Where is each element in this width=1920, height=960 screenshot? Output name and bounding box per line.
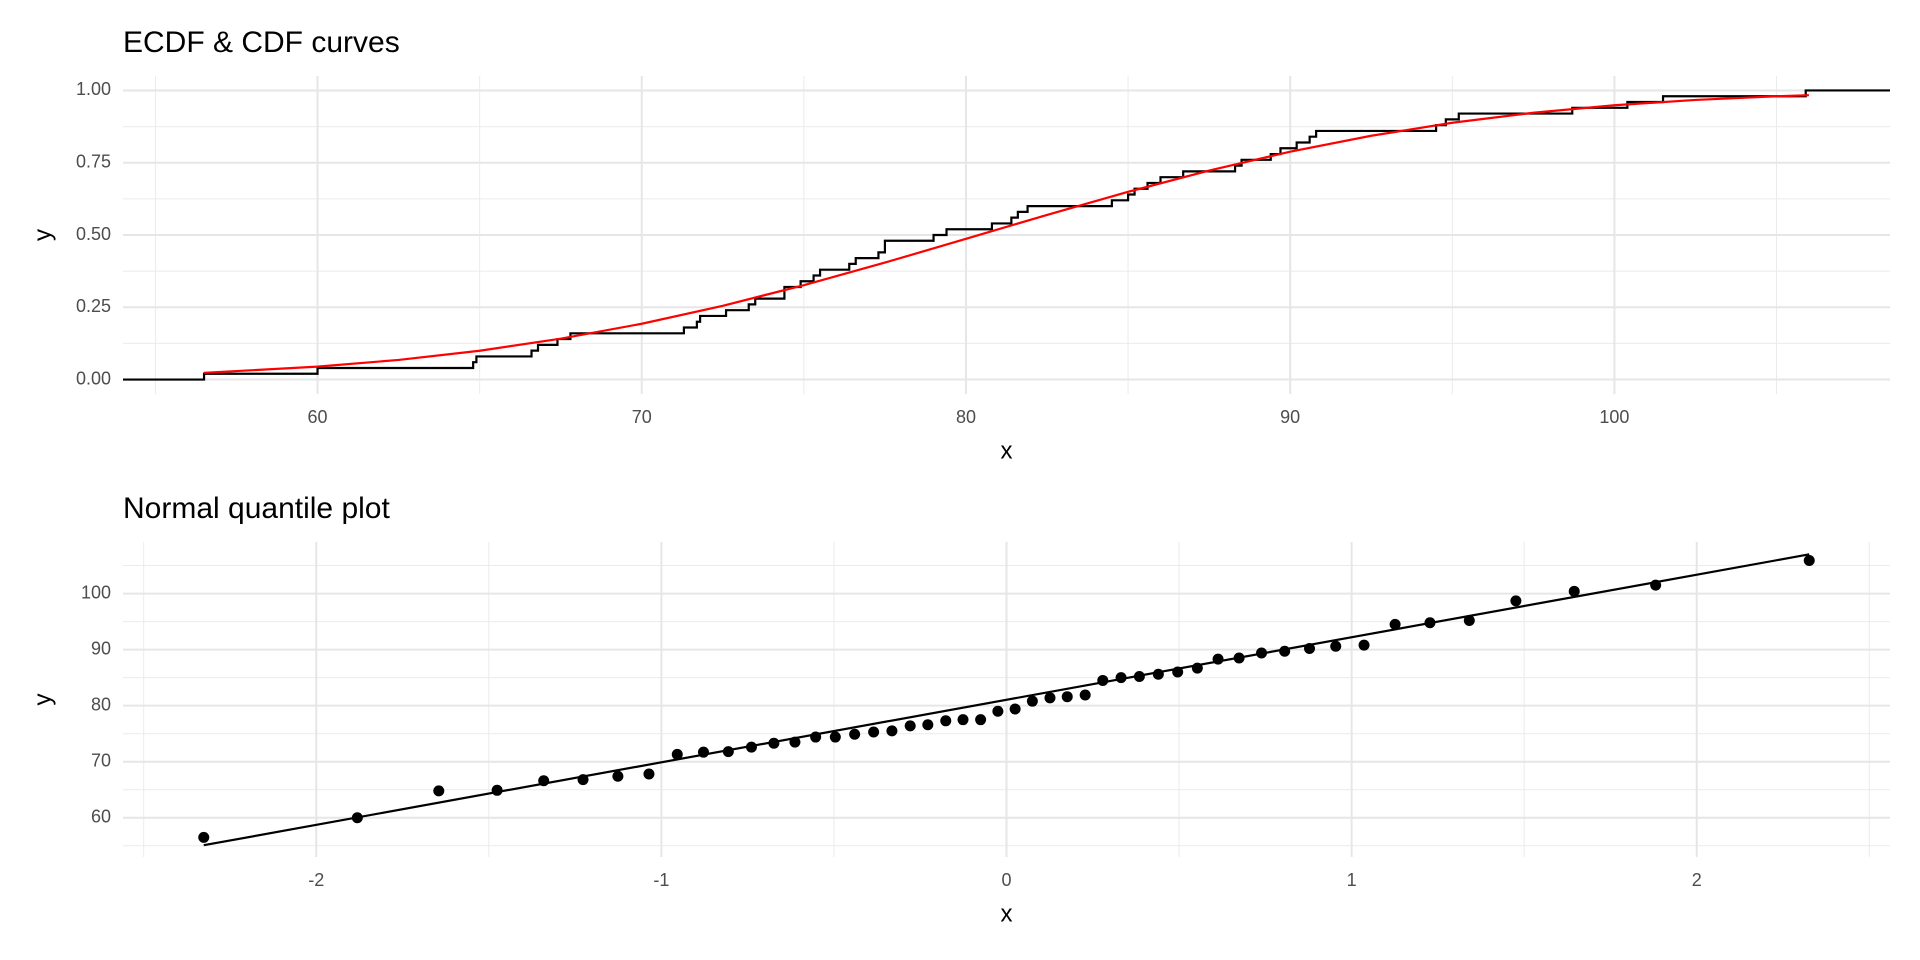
x-tick-label: 100 <box>1599 407 1629 427</box>
y-axis-title: y <box>29 229 56 241</box>
chart-title: ECDF & CDF curves <box>123 26 400 59</box>
x-tick-label: 0 <box>1001 870 1011 890</box>
y-tick-label: 60 <box>91 807 111 827</box>
point <box>1079 689 1091 701</box>
y-tick-label: 80 <box>91 694 111 714</box>
y-tick-label: 90 <box>91 638 111 658</box>
point <box>643 768 655 780</box>
y-tick-label: 70 <box>91 750 111 770</box>
point <box>1389 618 1401 630</box>
x-axis-title: x <box>1001 437 1013 464</box>
x-tick-label: 1 <box>1347 870 1357 890</box>
point <box>1044 692 1056 704</box>
point <box>1097 674 1109 686</box>
x-tick-label: 60 <box>308 407 328 427</box>
x-tick-label: -2 <box>308 870 324 890</box>
point <box>1061 691 1073 703</box>
y-axis-title: y <box>29 694 56 706</box>
point <box>922 719 934 731</box>
y-tick-label: 100 <box>81 582 111 602</box>
y-tick-label: 1.00 <box>76 79 111 99</box>
y-tick-label: 0.25 <box>76 296 111 316</box>
point <box>1026 695 1038 707</box>
x-tick-label: 80 <box>956 407 976 427</box>
point <box>975 714 987 726</box>
chart-title: Normal quantile plot <box>123 492 390 525</box>
x-tick-label: 70 <box>632 407 652 427</box>
x-tick-label: -1 <box>653 870 669 890</box>
y-tick-label: 0.75 <box>76 151 111 171</box>
point <box>829 731 841 743</box>
x-axis-title: x <box>1001 900 1013 927</box>
point <box>849 728 861 740</box>
point <box>1568 585 1580 597</box>
y-tick-label: 0.50 <box>76 224 111 244</box>
point <box>1330 640 1342 652</box>
point <box>198 831 210 843</box>
point <box>433 785 445 797</box>
point <box>992 705 1004 717</box>
point <box>940 715 952 727</box>
line <box>203 94 1809 374</box>
x-tick-label: 90 <box>1280 407 1300 427</box>
point <box>1009 703 1021 715</box>
point <box>1279 645 1291 657</box>
point <box>886 725 898 737</box>
y-tick-label: 0.00 <box>76 368 111 388</box>
line <box>203 553 1810 847</box>
ecdf-line <box>123 89 1890 381</box>
point <box>868 726 880 738</box>
point <box>1358 639 1370 651</box>
point <box>1803 554 1815 566</box>
x-tick-label: 2 <box>1692 870 1702 890</box>
point <box>1510 595 1522 607</box>
point <box>1152 668 1164 680</box>
point <box>1463 614 1475 626</box>
point <box>957 714 969 726</box>
point <box>612 770 624 782</box>
point <box>671 748 683 760</box>
point <box>904 720 916 732</box>
